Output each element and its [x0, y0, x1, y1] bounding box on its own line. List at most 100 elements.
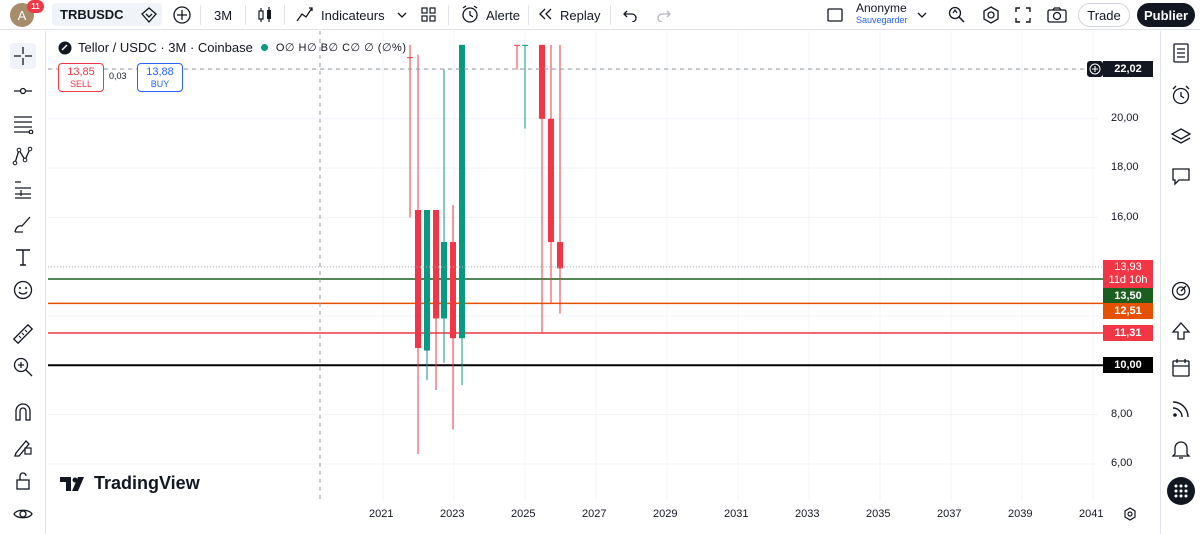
bar-countdown: 11d 10h — [1108, 274, 1148, 286]
stay-drawing-mode-icon[interactable] — [10, 433, 36, 459]
right-sidebar — [1160, 31, 1200, 534]
interval-button[interactable]: 3M — [214, 7, 233, 23]
add-alert-plus-icon[interactable] — [1087, 61, 1103, 77]
fib-retracement-icon[interactable] — [10, 110, 36, 136]
price-tick: 20,00 — [1111, 112, 1139, 124]
separator — [528, 5, 529, 25]
chart-grid — [48, 31, 1098, 501]
magnet-icon[interactable] — [10, 399, 36, 425]
hide-drawings-eye-icon[interactable] — [10, 501, 36, 527]
candle-body — [415, 209, 421, 349]
axis-settings-icon[interactable] — [1122, 506, 1138, 527]
technicals-gauge-icon[interactable] — [1169, 279, 1193, 303]
candle-body — [539, 44, 545, 119]
sell-label: SELL — [69, 79, 93, 89]
ideas-icon[interactable] — [1169, 319, 1193, 343]
replay-label: Replay — [560, 7, 601, 23]
price-chart[interactable] — [48, 31, 1158, 534]
tradingview-mark-icon — [60, 476, 88, 492]
lock-drawings-icon[interactable] — [10, 468, 36, 494]
legend-ohlc: O∅ H∅ B∅ C∅ ∅ (∅%) — [275, 42, 407, 54]
indicators-button[interactable]: Indicateurs — [295, 0, 385, 30]
trend-line-icon[interactable] — [10, 78, 36, 104]
horizontal-levels — [48, 278, 1153, 367]
time-tick: 2037 — [937, 508, 962, 520]
level-tag-green: 13,50 — [1103, 288, 1153, 304]
text-tool-icon[interactable] — [10, 244, 36, 270]
watchlist-icon[interactable] — [1169, 41, 1193, 65]
legend-title: Tellor / USDC · 3M · Coinbase — [78, 40, 253, 55]
news-stream-icon[interactable] — [1169, 397, 1193, 421]
candle-body — [557, 242, 563, 269]
spread-value: 0,03 — [109, 71, 127, 81]
symbol-logo-icon — [58, 41, 72, 55]
sell-price: 13,85 — [67, 66, 95, 78]
time-tick: 2031 — [724, 508, 749, 520]
fullscreen-icon[interactable] — [1014, 0, 1032, 30]
separator — [245, 5, 246, 25]
indicators-dropdown-icon[interactable] — [396, 0, 408, 30]
redo-icon[interactable] — [656, 0, 672, 30]
alert-button[interactable]: Alerte — [460, 0, 520, 30]
candles-icon[interactable] — [256, 0, 274, 30]
chat-icon[interactable] — [1169, 165, 1193, 189]
price-tick: 8,00 — [1111, 408, 1133, 420]
tradingview-logo[interactable]: TradingView — [60, 473, 200, 494]
market-status-dot — [260, 44, 268, 51]
object-tree-layers-icon[interactable] — [1169, 125, 1193, 149]
time-tick: 2039 — [1008, 508, 1033, 520]
zoom-in-icon[interactable] — [10, 354, 36, 380]
pattern-icon[interactable] — [10, 143, 36, 169]
price-tick: 16,00 — [1111, 211, 1139, 223]
time-tick: 2023 — [440, 508, 465, 520]
user-menu-dropdown-icon[interactable] — [916, 0, 928, 30]
calendar-icon[interactable] — [1169, 356, 1193, 380]
alerts-clock-icon[interactable] — [1169, 83, 1193, 107]
brush-icon[interactable] — [10, 211, 36, 237]
candle-body — [522, 44, 528, 46]
time-tick: 2033 — [795, 508, 820, 520]
user-menu[interactable]: Anonyme Sauvegarder — [856, 2, 908, 26]
symbol-search[interactable]: TRBUSDC — [52, 3, 162, 26]
level-tag-black: 10,00 — [1103, 357, 1153, 373]
apps-grid-icon[interactable] — [1167, 477, 1195, 505]
candle-body — [441, 242, 447, 319]
camera-snapshot-icon[interactable] — [1046, 0, 1068, 30]
trade-button[interactable]: Trade — [1078, 3, 1130, 27]
quick-search-icon[interactable] — [947, 0, 967, 30]
watchlist-add-icon[interactable] — [140, 0, 158, 30]
settings-gear-icon[interactable] — [981, 0, 1001, 30]
ruler-measure-icon[interactable] — [10, 321, 36, 347]
layout-checkbox-icon[interactable] — [826, 0, 844, 30]
price-tick: 18,00 — [1111, 161, 1139, 173]
drawing-toolbar — [0, 31, 46, 534]
level-tag-orange: 12,51 — [1103, 303, 1153, 319]
indicators-label: Indicateurs — [321, 7, 385, 23]
buy-label: BUY — [150, 79, 170, 89]
emoji-icon[interactable] — [10, 277, 36, 303]
candle-body — [548, 118, 554, 243]
save-status: Sauvegarder — [856, 15, 908, 25]
chart-legend[interactable]: Tellor / USDC · 3M · Coinbase O∅ H∅ B∅ C… — [58, 40, 407, 55]
last-price-value: 13,93 — [1114, 261, 1142, 273]
time-tick: 2029 — [653, 508, 678, 520]
sell-button[interactable]: 13,85 SELL — [58, 63, 104, 92]
notification-badge: 11 — [27, 0, 44, 13]
separator — [200, 5, 201, 25]
indicators-icon — [295, 5, 315, 26]
undo-icon[interactable] — [622, 0, 638, 30]
candle-body — [424, 209, 430, 351]
last-price-tag: 13,93 11d 10h — [1103, 260, 1153, 289]
publish-button[interactable]: Publier — [1137, 3, 1195, 27]
replay-button[interactable]: Replay — [538, 0, 600, 30]
candle-body — [459, 44, 465, 339]
time-axis[interactable]: 2021 2023 2025 2027 2029 2031 2033 2035 2037 2039… — [48, 506, 1158, 526]
candle-body — [450, 242, 456, 339]
crosshair-icon[interactable] — [10, 43, 36, 69]
alarm-clock-icon — [460, 4, 480, 27]
forecast-tools-icon[interactable] — [10, 176, 36, 202]
buy-button[interactable]: 13,88 BUY — [137, 63, 183, 92]
compare-add-icon[interactable] — [172, 0, 192, 30]
layouts-grid-icon[interactable] — [420, 0, 438, 30]
notifications-bell-icon[interactable] — [1169, 437, 1193, 461]
